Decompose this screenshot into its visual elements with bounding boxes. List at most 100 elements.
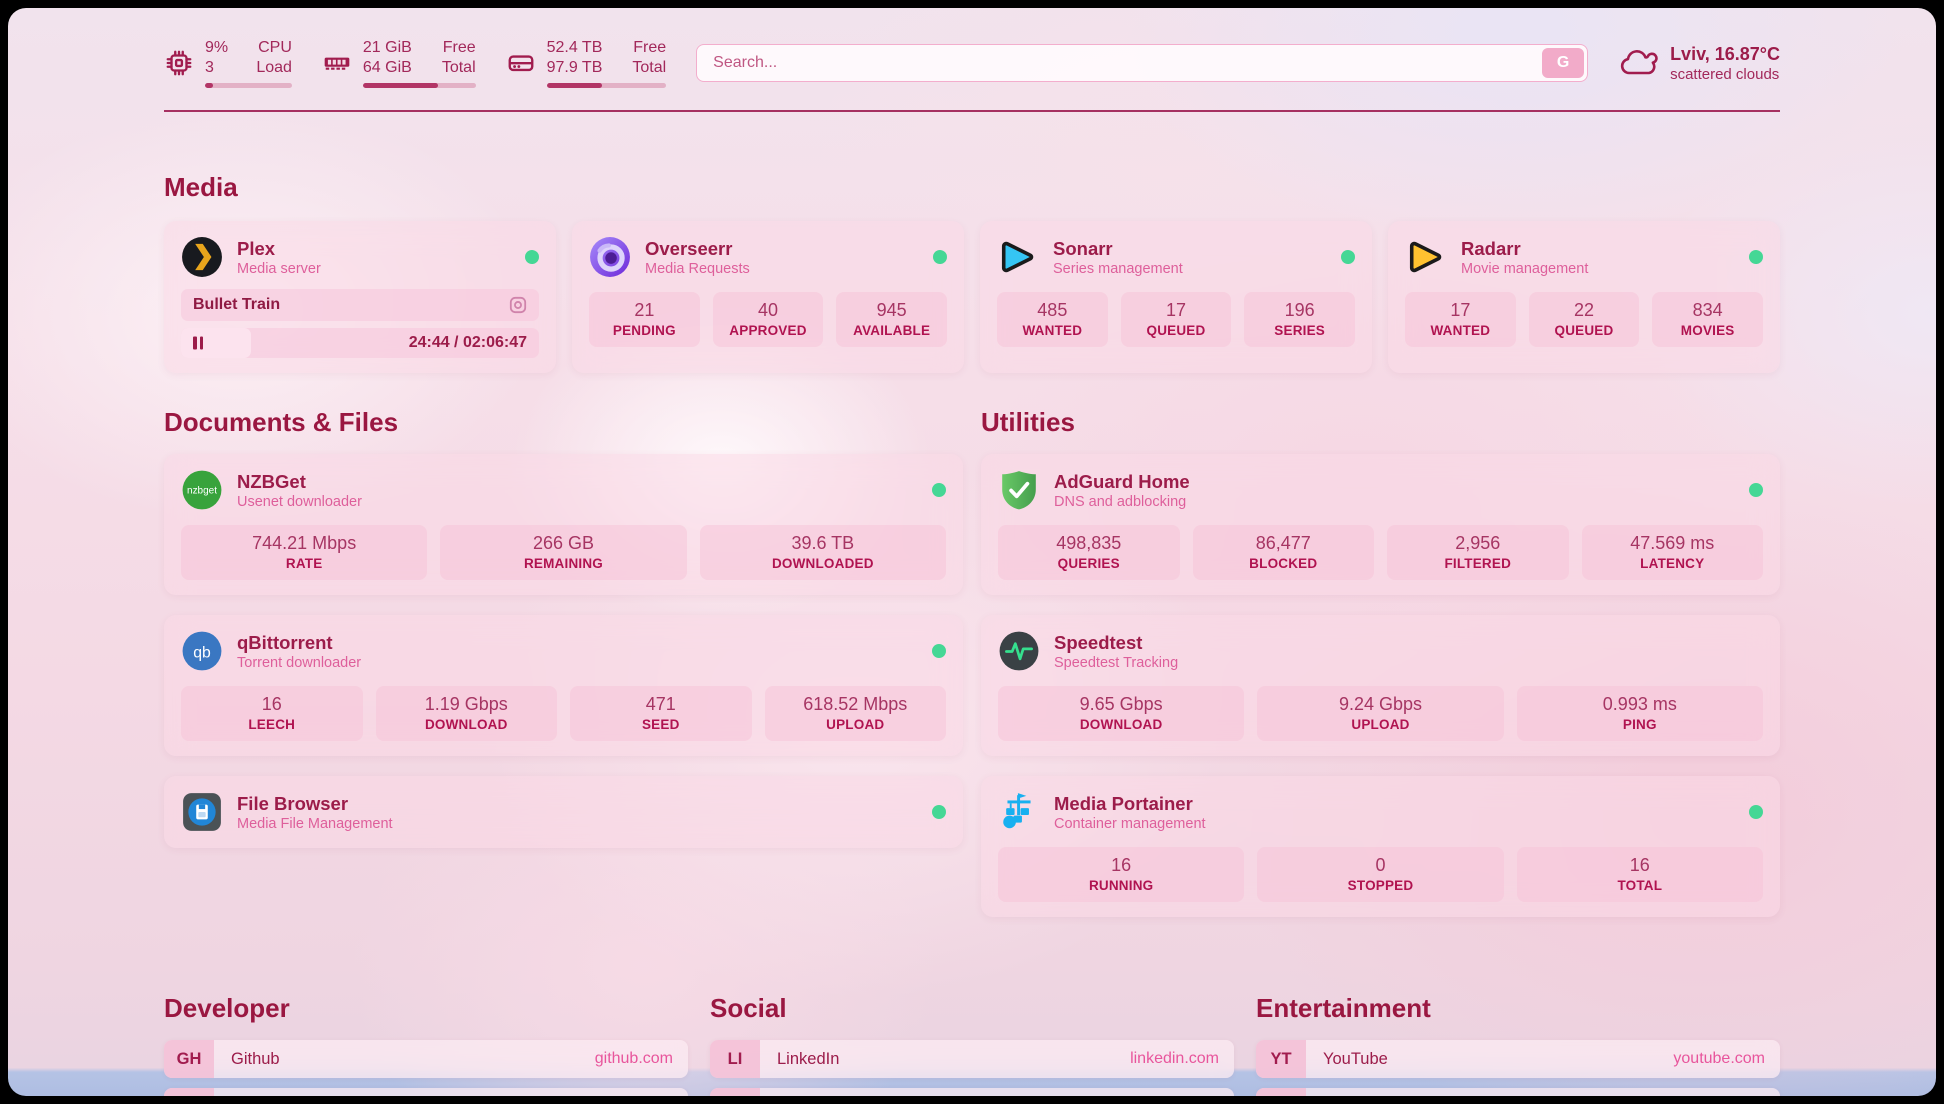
overseerr-card[interactable]: Overseerr Media Requests 21 PENDING 40 APP… — [572, 221, 964, 373]
search-bar: G — [696, 44, 1589, 82]
plex-icon — [182, 237, 222, 277]
stat-tile: 47.569 ms LATENCY — [1581, 525, 1763, 580]
section-title-developer: Developer — [164, 993, 290, 1023]
bookmark-name: LinkedIn — [777, 1049, 840, 1068]
stat-tile: 9.24 Gbps UPLOAD — [1257, 686, 1504, 741]
disk-icon — [508, 55, 534, 72]
bookmark-twitter[interactable]: TW Twitter twitter.com — [710, 1088, 1234, 1096]
playback-progress-bar: 24:44 / 02:06:47 — [181, 328, 539, 358]
filebrowser-card[interactable]: File Browser Media File Management — [164, 776, 963, 848]
app-subtitle: Media Requests — [645, 260, 750, 277]
dashboard: 9% CPU 3 Load 21 GiB F — [8, 8, 1936, 1096]
pause-button[interactable] — [193, 336, 203, 350]
session-target-icon — [509, 296, 527, 314]
ram-free-label: Free — [442, 39, 476, 56]
cpu-stat: 9% CPU 3 Load — [164, 38, 292, 88]
search-engine-button[interactable]: G — [1542, 48, 1585, 78]
cpu-load: 3 — [205, 59, 214, 76]
stat-tile: 39.6 TB DOWNLOADED — [699, 525, 946, 580]
qbittorrent-card[interactable]: qb qBittorrent Torrent downloader 16 LEEC… — [164, 615, 963, 756]
ram-progress-bar — [362, 83, 476, 88]
sonarr-icon — [1001, 241, 1034, 273]
status-online-dot — [932, 644, 946, 658]
status-online-dot — [1341, 250, 1355, 264]
cloud-icon — [1620, 50, 1658, 75]
bookmark-abbr: LI — [710, 1040, 760, 1078]
app-subtitle: Media server — [237, 260, 321, 277]
weather-location-temp: Lviv, 16.87°C — [1670, 43, 1780, 64]
disk-free: 52.4 TB — [546, 39, 603, 56]
cpu-icon — [166, 50, 192, 76]
cpu-load-label: Load — [256, 59, 292, 76]
stat-tile: 2,956 FILTERED — [1387, 525, 1569, 580]
disk-progress-bar — [546, 83, 667, 88]
bookmark-abbr: SO — [164, 1088, 214, 1096]
memory-stat: 21 GiB Free 64 GiB Total — [322, 38, 476, 88]
app-title: File Browser — [237, 792, 349, 814]
bookmark-netflix[interactable]: NF Netflix netflix.com — [1256, 1088, 1780, 1096]
nzbget-icon: nzbget — [182, 470, 222, 510]
bookmark-url: linkedin.com — [1130, 1050, 1219, 1067]
radarr-icon — [1409, 241, 1442, 273]
cpu-percent: 9% — [205, 39, 229, 56]
app-title: AdGuard Home — [1054, 470, 1190, 492]
app-title: Overseerr — [645, 237, 733, 259]
app-subtitle: Movie management — [1461, 260, 1589, 277]
section-title-social: Social — [710, 993, 787, 1023]
bookmark-youtube[interactable]: YT YouTube youtube.com — [1256, 1040, 1780, 1078]
bookmark-abbr: YT — [1256, 1040, 1306, 1078]
weather-widget[interactable]: Lviv, 16.87°C scattered clouds — [1618, 43, 1780, 84]
nzbget-card[interactable]: nzbget NZBGet Usenet downloader 744.21 M… — [164, 454, 963, 595]
qbittorrent-icon: qb — [182, 631, 222, 671]
app-title: qBittorrent — [237, 631, 333, 653]
stat-tile: 834 MOVIES — [1652, 292, 1763, 347]
section-title-media: Media — [164, 172, 238, 202]
app-subtitle: Usenet downloader — [237, 493, 362, 510]
status-online-dot — [1749, 483, 1763, 497]
stat-tile: 945 AVAILABLE — [836, 292, 947, 347]
stat-tile: 1.19 Gbps DOWNLOAD — [375, 686, 557, 741]
stat-tile: 618.52 Mbps UPLOAD — [764, 686, 946, 741]
bookmark-github[interactable]: GH Github github.com — [164, 1040, 688, 1078]
search-input[interactable] — [696, 44, 1589, 82]
status-online-dot — [1749, 250, 1763, 264]
bookmark-linkedin[interactable]: LI LinkedIn linkedin.com — [710, 1040, 1234, 1078]
svg-text:qb: qb — [193, 644, 211, 661]
playback-time: 24:44 / 02:06:47 — [408, 334, 527, 351]
adguard-card[interactable]: AdGuard Home DNS and adblocking 498,835 Q… — [981, 454, 1780, 595]
weather-condition: scattered clouds — [1670, 65, 1780, 83]
sonarr-card[interactable]: Sonarr Series management 485 WANTED 17 QUE… — [980, 221, 1372, 373]
status-online-dot — [525, 250, 539, 264]
speedtest-card[interactable]: Speedtest Speedtest Tracking 9.65 Gbps DO… — [981, 615, 1780, 756]
stat-tile: 498,835 QUERIES — [998, 525, 1180, 580]
adguard-icon — [1002, 471, 1036, 510]
portainer-card[interactable]: Media Portainer Container management 16 R… — [981, 776, 1780, 917]
app-title: NZBGet — [237, 470, 306, 492]
disk-free-label: Free — [633, 39, 667, 56]
stat-tile: 21 PENDING — [589, 292, 700, 347]
app-subtitle: Container management — [1054, 815, 1206, 832]
storage-stat: 52.4 TB Free 97.9 TB Total — [506, 38, 667, 88]
system-stats: 9% CPU 3 Load 21 GiB F — [164, 38, 667, 88]
stat-tile: 40 APPROVED — [712, 292, 824, 347]
ram-total: 64 GiB — [362, 59, 412, 76]
stat-tile: 17 QUEUED — [1120, 292, 1232, 347]
bookmark-abbr: NF — [1256, 1088, 1306, 1096]
app-subtitle: Media File Management — [237, 815, 393, 832]
plex-card[interactable]: Plex Media server Bullet Train 24:44 / 0 — [164, 221, 556, 373]
stat-tile: 744.21 Mbps RATE — [181, 525, 428, 580]
section-title-entertainment: Entertainment — [1256, 993, 1431, 1023]
status-online-dot — [933, 250, 947, 264]
overseerr-icon — [590, 237, 630, 277]
stat-tile: 86,477 BLOCKED — [1192, 525, 1374, 580]
now-playing-title: Bullet Train — [193, 296, 281, 313]
app-title: Plex — [237, 237, 276, 259]
app-subtitle: Speedtest Tracking — [1054, 654, 1179, 671]
app-title: Media Portainer — [1054, 792, 1193, 814]
bookmark-name: YouTube — [1323, 1049, 1388, 1068]
bookmark-abbr: TW — [710, 1088, 760, 1096]
section-title-documents: Documents & Files — [164, 407, 399, 437]
bookmark-stackoverflow[interactable]: SO StackOverflow stackoverflow.com — [164, 1088, 688, 1096]
stat-tile: 16 LEECH — [181, 686, 363, 741]
radarr-card[interactable]: Radarr Movie management 17 WANTED 22 QUEUE… — [1388, 221, 1780, 373]
